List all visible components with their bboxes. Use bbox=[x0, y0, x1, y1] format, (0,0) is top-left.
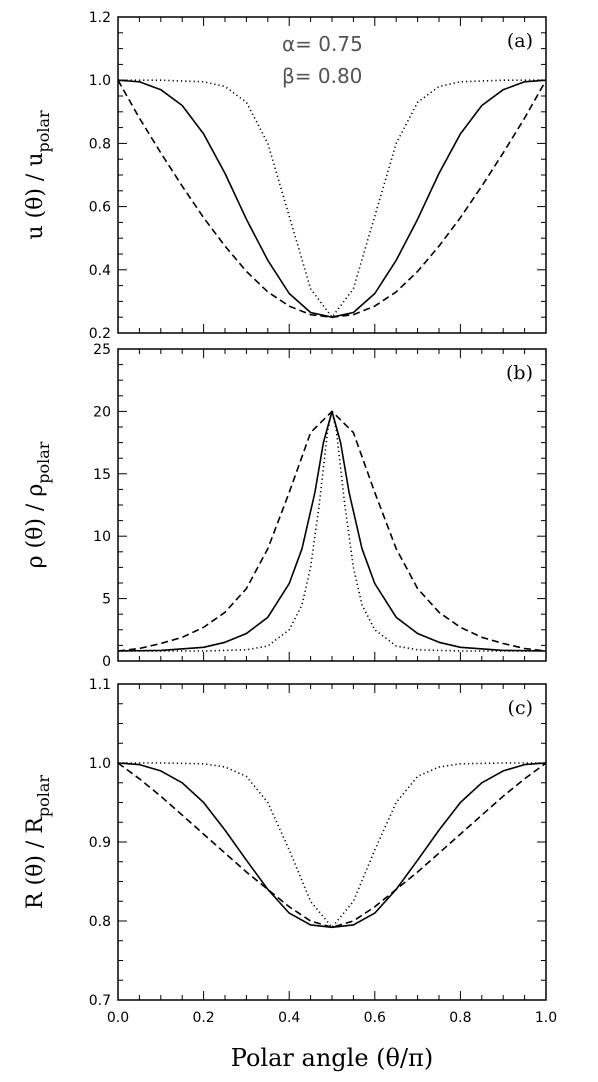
panel-tag: (c) bbox=[508, 697, 533, 719]
y-axis-label: R (θ) / Rpolar bbox=[23, 775, 53, 909]
x-tick-label: 0.4 bbox=[278, 1010, 300, 1026]
panel-tag: (b) bbox=[506, 362, 533, 384]
y-tick-label: 10 bbox=[93, 529, 111, 545]
y-tick-label: 1.1 bbox=[89, 677, 111, 693]
y-tick-label: 0.4 bbox=[89, 263, 111, 279]
y-tick-label: 0 bbox=[102, 654, 111, 670]
x-tick-label: 0.2 bbox=[192, 1010, 214, 1026]
series-line-dotted bbox=[118, 79, 546, 318]
y-axis-label-subscript: polar bbox=[34, 110, 53, 153]
y-tick-label: 1.0 bbox=[89, 73, 111, 89]
panel-b: 0 5 10 15 20 25 (b) ρ (θ) / ρpolar bbox=[23, 342, 547, 670]
y-tick-label: 0.8 bbox=[89, 914, 111, 930]
parameter-annotation: β= 0.80 bbox=[282, 64, 362, 88]
y-tick-label: 25 bbox=[93, 342, 111, 358]
y-axis-label: ρ (θ) / ρpolar bbox=[23, 441, 53, 568]
series-line-solid bbox=[117, 762, 547, 929]
y-axis-label-main: R (θ) / R bbox=[23, 816, 48, 909]
y-tick-label: 5 bbox=[102, 592, 111, 608]
y-tick-label: 15 bbox=[93, 467, 111, 483]
series-line-dotted bbox=[118, 762, 546, 929]
panel-tag: (a) bbox=[507, 30, 533, 52]
y-tick-label: 0.2 bbox=[89, 326, 111, 342]
plot-frame bbox=[117, 348, 547, 662]
series-line-solid bbox=[117, 410, 547, 652]
y-axis-label-subscript: polar bbox=[34, 441, 53, 484]
y-axis-label-main: ρ (θ) / ρ bbox=[23, 484, 48, 569]
series-line-dashed bbox=[117, 410, 547, 652]
panel-c: 0.7 0.8 0.9 1.0 1.1 (c) R (θ) / Rpolar 0.0 0.2 0.… bbox=[23, 677, 557, 1072]
x-tick-label: 0.6 bbox=[364, 1010, 386, 1026]
y-tick-label: 0.6 bbox=[89, 200, 111, 216]
series-line-dotted bbox=[118, 410, 546, 652]
y-tick-label: 0.8 bbox=[89, 136, 111, 152]
series-line-dashed bbox=[117, 79, 547, 318]
y-axis-label-main: u (θ) / u bbox=[23, 153, 48, 240]
parameter-annotation: α= 0.75 bbox=[282, 32, 363, 56]
series-line-dashed bbox=[117, 762, 547, 929]
y-tick-label: 0.7 bbox=[89, 993, 111, 1009]
y-tick-label: 1.2 bbox=[89, 10, 111, 26]
x-axis-label: Polar angle (θ/π) bbox=[231, 1044, 433, 1072]
x-tick-label: 0.8 bbox=[449, 1010, 471, 1026]
y-tick-label: 20 bbox=[93, 404, 111, 420]
y-axis-label: u (θ) / upolar bbox=[23, 110, 53, 240]
plot-frame bbox=[117, 683, 547, 1001]
y-tick-label: 0.9 bbox=[89, 835, 111, 851]
y-tick-label: 1.0 bbox=[89, 756, 111, 772]
series-line-solid bbox=[117, 79, 547, 318]
x-tick-label: 1.0 bbox=[535, 1010, 557, 1026]
panel-a: 0.2 0.4 0.6 0.8 1.0 1.2 (a) u (θ) / upolar α= 0.… bbox=[23, 10, 547, 342]
y-axis-label-subscript: polar bbox=[34, 775, 53, 818]
x-tick-label: 0.0 bbox=[107, 1010, 129, 1026]
